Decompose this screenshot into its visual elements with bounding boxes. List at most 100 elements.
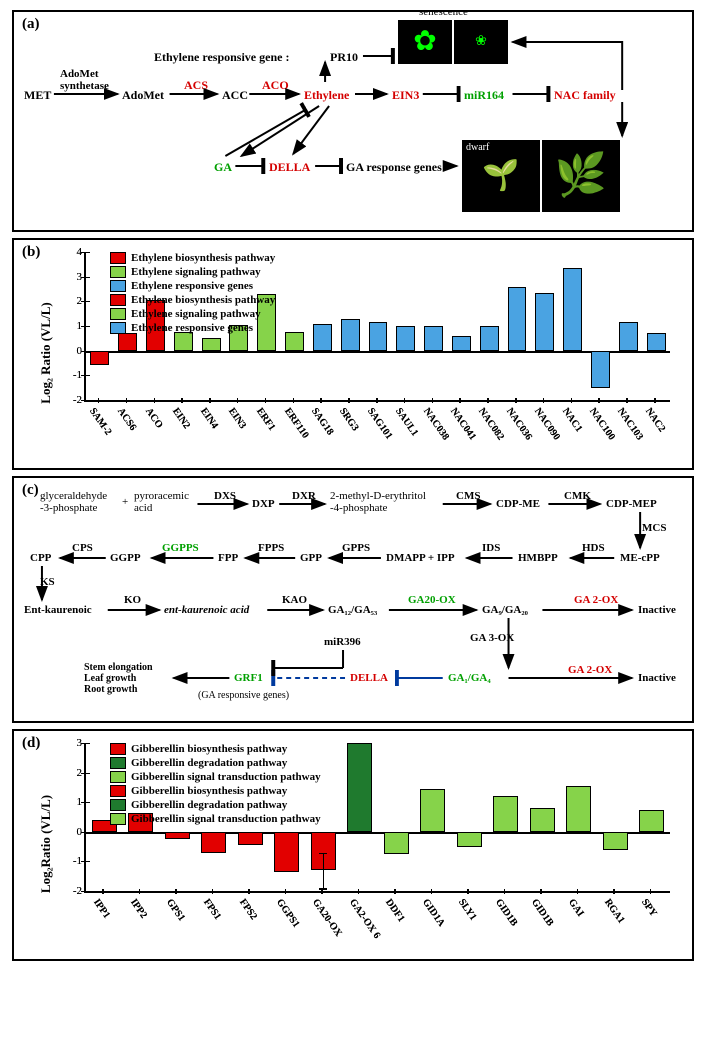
xlabel: DDF1	[383, 897, 407, 924]
bar	[480, 326, 499, 351]
bar	[424, 326, 443, 351]
bar	[90, 351, 109, 366]
xlabel: SLY1	[456, 897, 479, 923]
xlabel: NAC038	[421, 406, 451, 442]
xlabel: GID1B	[529, 897, 556, 928]
bar	[384, 832, 409, 854]
legend-row: Ethylene responsive genes	[110, 280, 275, 292]
panel-b: (b) Log₂ Ratio (VL/L) -2-101234-2-101234…	[12, 238, 694, 470]
bar	[493, 796, 518, 832]
diagram-c: glyceraldehyde -3-phosphate + pyroracemi…	[24, 486, 682, 711]
xticks-b: SAM-2ACS6ACOEIN2EIN4EIN3ERF1ERF110SAG18S…	[84, 402, 670, 458]
bar	[452, 336, 471, 351]
xlabel: FPS1	[201, 897, 223, 922]
xlabel: EIN3	[226, 406, 248, 431]
panel-c: (c) glyceraldehyde -3-phosphate + pyrora…	[12, 476, 694, 723]
bar	[619, 322, 638, 350]
bar	[647, 333, 666, 350]
xlabel: GA2-OX 6	[347, 897, 382, 941]
bar	[313, 324, 332, 351]
xlabel: NAC103	[615, 406, 645, 442]
xlabel: NAC2	[643, 406, 667, 434]
xlabel: IPP2	[128, 897, 149, 921]
ytick: 1	[62, 796, 82, 808]
legend-b: Ethylene biosynthesis pathway Ethylene si…	[110, 252, 275, 336]
xlabel: SAUL1	[393, 406, 420, 438]
bar	[457, 832, 482, 847]
xlabel: ERF110	[282, 406, 311, 441]
bar	[274, 832, 299, 872]
ytick: 2	[62, 295, 82, 307]
xlabel: NAC090	[532, 406, 562, 442]
bar	[202, 338, 221, 350]
legend-row: Gibberellin signal transduction pathway	[110, 813, 321, 825]
bar	[566, 786, 591, 832]
ytick: -2	[62, 394, 82, 406]
ylabel-b: Log₂ Ratio (VL/L)	[38, 302, 54, 403]
legend-row: Gibberellin degradation pathway	[110, 757, 321, 769]
xlabel: NAC041	[448, 406, 478, 442]
xlabel: ACO	[143, 406, 165, 431]
bar	[563, 268, 582, 351]
legend-row: Ethylene responsive genes	[110, 322, 275, 334]
ytick: -2	[62, 885, 82, 897]
chart-b: Log₂ Ratio (VL/L) -2-101234-2-101234 SAM…	[24, 248, 682, 458]
xlabel: NAC036	[504, 406, 534, 442]
arrows-c	[24, 486, 682, 711]
ytick: 4	[62, 246, 82, 258]
xlabel: IPP1	[91, 897, 112, 921]
ytick: 3	[62, 271, 82, 283]
bar	[603, 832, 628, 850]
arrows-a	[24, 20, 682, 220]
legend-row: Gibberellin signal transduction pathway	[110, 771, 321, 783]
legend-row: Ethylene biosynthesis pathway	[110, 252, 275, 264]
xlabel: FPS2	[237, 897, 259, 922]
legend-d: Gibberellin biosynthesis pathway Gibberel…	[110, 743, 321, 827]
bar	[396, 326, 415, 351]
bar	[530, 808, 555, 832]
bar	[639, 810, 664, 832]
ytick: -1	[62, 855, 82, 867]
xticks-d: IPP1IPP2GPS1FPS1FPS2GGPS1GA20-OXGA2-OX 6…	[84, 893, 670, 949]
bar	[369, 322, 388, 350]
xlabel: GAI	[566, 897, 586, 919]
xlabel: EIN4	[198, 406, 220, 431]
xlabel: ERF1	[254, 406, 277, 433]
xlabel: SPY	[639, 897, 659, 919]
bar	[341, 319, 360, 351]
xlabel: NAC100	[587, 406, 617, 442]
xlabel: NAC1	[560, 406, 584, 434]
ylabel-d: Log₂Ratio (VL/L)	[38, 795, 54, 893]
xlabel: NAC082	[476, 406, 506, 442]
xlabel: SRG3	[337, 406, 361, 433]
xlabel: GGPS1	[274, 897, 301, 930]
label-senescence: senescence	[419, 10, 468, 18]
xlabel: GID1A	[420, 897, 447, 929]
legend-row: Gibberellin degradation pathway	[110, 799, 321, 811]
ytick: -1	[62, 369, 82, 381]
legend-row: Ethylene signaling pathway	[110, 266, 275, 278]
ytick: 0	[62, 826, 82, 838]
diagram-a: ✿ ❀ senescence 🌱dwarf 🌿 Ethylene respons…	[24, 20, 682, 220]
ytick: 1	[62, 320, 82, 332]
xlabel: SAM-2	[87, 406, 114, 437]
panel-d: (d) Log₂Ratio (VL/L) -2-10123-2-10123 IP…	[12, 729, 694, 961]
xlabel: GID1B	[493, 897, 520, 928]
xlabel: EIN2	[170, 406, 192, 431]
bar	[591, 351, 610, 388]
chart-d: Log₂Ratio (VL/L) -2-10123-2-10123 IPP1IP…	[24, 739, 682, 949]
bar	[238, 832, 263, 845]
ytick: 0	[62, 345, 82, 357]
bar	[165, 832, 190, 839]
bar	[201, 832, 226, 853]
panel-a: (a) ✿ ❀ senescence 🌱dwarf 🌿 Ethylene res…	[12, 10, 694, 232]
bar	[508, 287, 527, 351]
xlabel: RGA1	[602, 897, 627, 926]
ytick: 2	[62, 767, 82, 779]
legend-row: Ethylene signaling pathway	[110, 308, 275, 320]
legend-row: Gibberellin biosynthesis pathway	[110, 785, 321, 797]
legend-row: Ethylene biosynthesis pathway	[110, 294, 275, 306]
xlabel: SAG18	[309, 406, 336, 437]
bar	[347, 743, 372, 832]
legend-row: Gibberellin biosynthesis pathway	[110, 743, 321, 755]
